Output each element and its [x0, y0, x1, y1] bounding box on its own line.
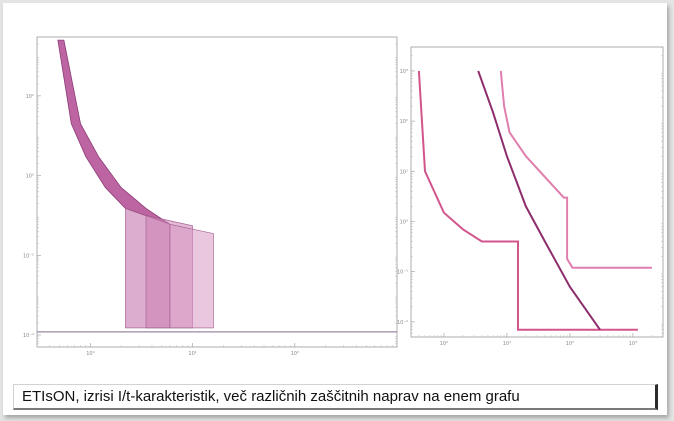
instantaneous-band-3: [169, 223, 214, 329]
tcc-chart-right: 10⁰ 10¹ 10² 10³ 10⁻² 10⁻¹ 10⁰ 10¹ 10² 10³: [397, 46, 664, 347]
x-tick-label: 10¹: [503, 341, 511, 347]
x-tick-label: 10²: [291, 351, 299, 357]
x-tick-label: 10¹: [188, 351, 196, 357]
plot-area: [410, 46, 664, 338]
x-tick-label: 10⁰: [86, 351, 94, 357]
y-tick-label: 10⁰: [400, 220, 408, 226]
y-tick-label: 10⁰: [26, 174, 34, 180]
characteristic-line-3: [499, 70, 652, 269]
y-tick-label: 10⁻²: [397, 320, 408, 326]
y-tick-label: 10²: [26, 94, 34, 100]
tcc-chart-left: 10⁰ 10¹ 10² 10⁻⁴ 10⁻² 10⁰ 10²: [23, 36, 398, 357]
figure-frame: 10⁰ 10¹ 10² 10⁻⁴ 10⁻² 10⁰ 10² 10⁰ 10¹ 10² 10³ 10⁻²…: [3, 3, 667, 415]
x-tick-label: 10⁰: [440, 341, 448, 347]
y-tick-label: 10²: [400, 119, 408, 125]
characteristic-line-1: [417, 70, 638, 331]
y-tick-label: 10¹: [400, 169, 408, 175]
x-tick-label: 10²: [566, 341, 574, 347]
y-tick-label: 10⁻⁴: [23, 333, 34, 339]
plot-area: [36, 36, 398, 348]
y-tick-label: 10³: [400, 69, 408, 75]
y-tick-label: 10⁻²: [23, 253, 34, 259]
x-tick-label: 10³: [629, 341, 637, 347]
characteristic-line-2: [477, 70, 601, 331]
y-tick-label: 10⁻¹: [397, 270, 408, 276]
figure-caption: ETIsON, izrisi I/t-karakteristik, več ra…: [13, 384, 658, 410]
